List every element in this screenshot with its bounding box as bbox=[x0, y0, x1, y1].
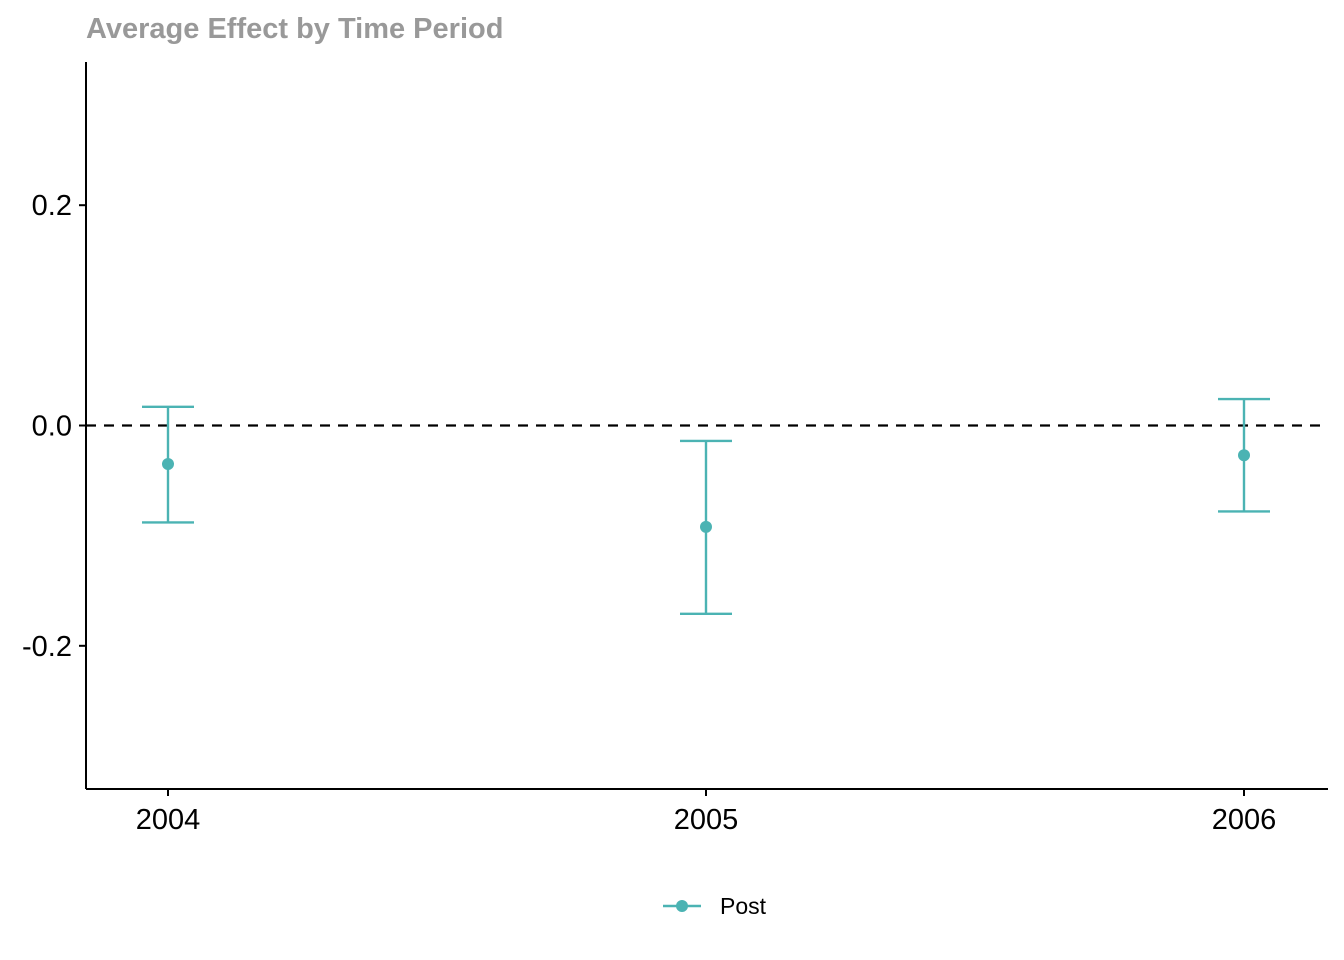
y-tick-label: 0.0 bbox=[32, 411, 72, 443]
data-point bbox=[1238, 449, 1250, 462]
y-tick-label: 0.2 bbox=[32, 190, 72, 222]
data-point bbox=[162, 458, 174, 471]
x-tick-label: 2006 bbox=[1212, 804, 1277, 836]
chart-title: Average Effect by Time Period bbox=[86, 13, 503, 45]
data-point bbox=[700, 520, 712, 533]
y-tick-label: -0.2 bbox=[22, 631, 72, 663]
legend-key-point bbox=[676, 900, 688, 912]
legend: Post bbox=[663, 893, 767, 919]
plot-area: 0.2 0.0 -0.2 2004 2005 2006 bbox=[22, 62, 1328, 836]
legend-label: Post bbox=[720, 893, 767, 919]
x-tick-label: 2005 bbox=[674, 804, 739, 836]
x-tick-label: 2004 bbox=[136, 804, 201, 836]
